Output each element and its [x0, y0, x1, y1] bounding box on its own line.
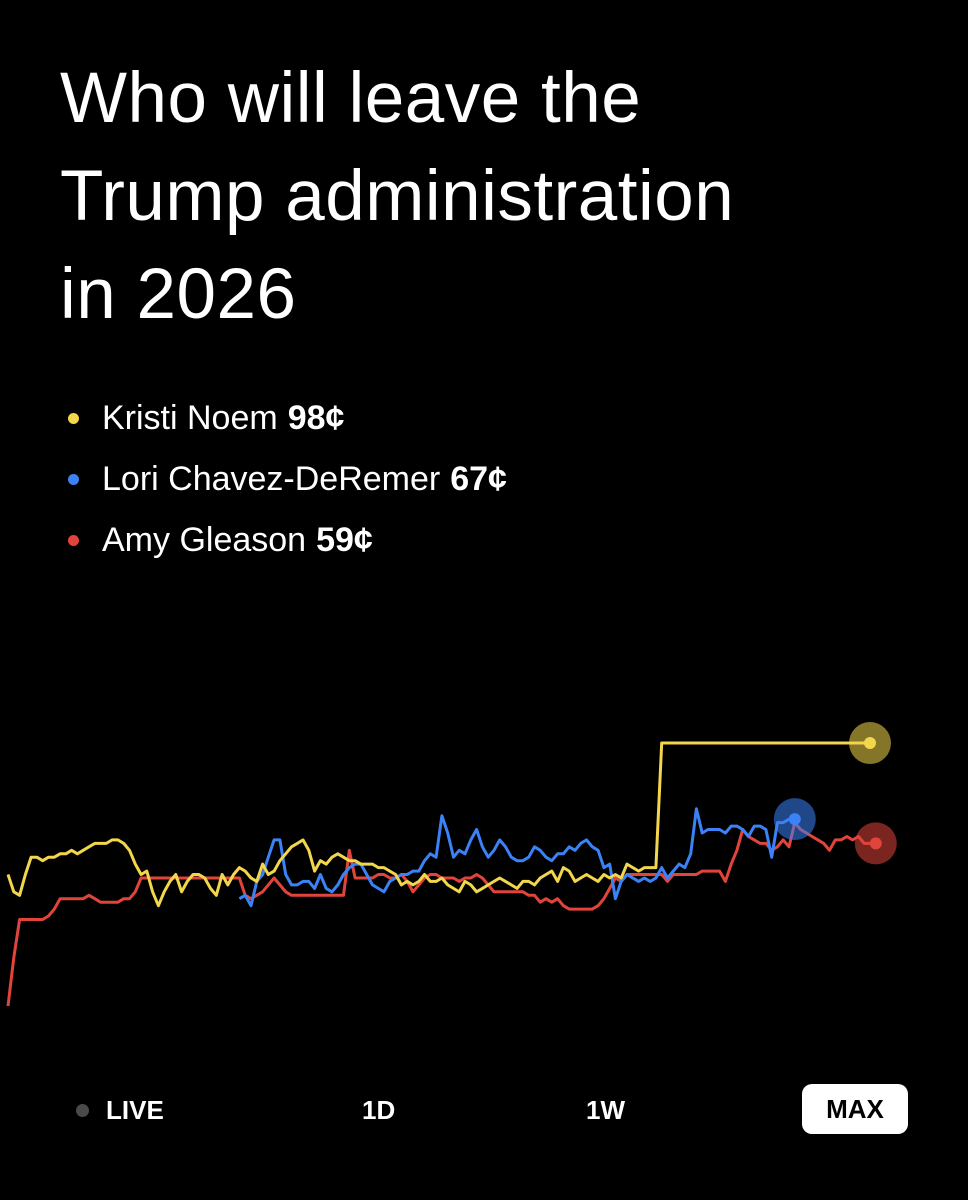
series-line-lori-chavez-deremer [238, 807, 795, 908]
timeframe-selector: LIVE 1D 1W MAX [0, 1080, 968, 1140]
title-line-3: in 2026 [60, 255, 297, 334]
timeframe-1d-button[interactable]: 1D [362, 1088, 395, 1132]
timeframe-max-label: MAX [826, 1093, 884, 1124]
legend-item-kristi-noem[interactable]: Kristi Noem 98¢ [68, 388, 507, 449]
legend-name: Kristi Noem [102, 399, 278, 437]
live-indicator-icon [76, 1103, 89, 1117]
page-title: Who will leave the Trump administration … [60, 50, 920, 344]
price-history-chart[interactable] [0, 640, 968, 1040]
timeframe-live-button[interactable]: LIVE [76, 1088, 164, 1132]
series-end-point-lori-chavez-deremer[interactable] [788, 813, 801, 826]
legend-dot-icon [68, 474, 79, 485]
title-line-1: Who will leave the [60, 59, 642, 138]
legend-dot-icon [68, 413, 79, 424]
legend-price: 98¢ [287, 399, 345, 437]
title-line-2: Trump administration [60, 157, 735, 236]
timeframe-max-button[interactable]: MAX [802, 1084, 908, 1134]
legend-price: 67¢ [450, 460, 507, 498]
chart-legend: Kristi Noem 98¢ Lori Chavez-DeRemer 67¢ … [68, 388, 507, 571]
series-end-point-amy-gleason[interactable] [869, 837, 882, 850]
timeframe-1w-label: 1W [586, 1094, 625, 1125]
legend-item-lori-chavez-deremer[interactable]: Lori Chavez-DeRemer 67¢ [68, 449, 507, 510]
legend-item-amy-gleason[interactable]: Amy Gleason 59¢ [68, 510, 507, 571]
series-line-amy-gleason [6, 821, 876, 1007]
timeframe-1d-label: 1D [362, 1094, 396, 1125]
timeframe-live-label: LIVE [106, 1094, 164, 1125]
series-line-kristi-noem [6, 741, 870, 908]
series-end-point-kristi-noem[interactable] [864, 737, 876, 750]
legend-price: 59¢ [316, 521, 373, 559]
legend-name: Lori Chavez-DeRemer [102, 460, 441, 498]
legend-name: Amy Gleason [102, 521, 307, 559]
timeframe-1w-button[interactable]: 1W [586, 1088, 625, 1132]
legend-dot-icon [68, 535, 79, 546]
